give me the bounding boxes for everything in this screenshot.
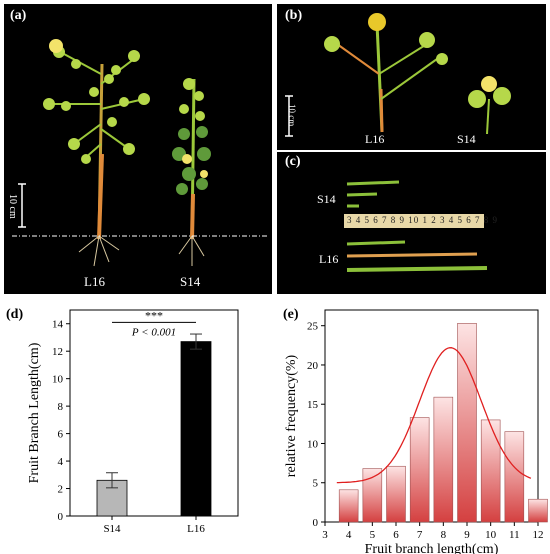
panel-label-e: (e): [283, 307, 299, 322]
y-tick-label-d: 4: [58, 456, 64, 468]
bar-l16: [180, 341, 212, 517]
x-tick-label-e: 3: [322, 529, 328, 541]
x-tick-label-e: 5: [370, 529, 376, 541]
photo-panel-a: (a): [4, 4, 272, 294]
x-axis-label-e: Fruit branch length(cm): [365, 542, 499, 554]
branches-illustration-c: [344, 180, 488, 272]
y-tick-label-d: 10: [52, 374, 64, 386]
x-tick-label-e: 10: [485, 529, 497, 541]
x-tick-label-e: 11: [509, 529, 520, 541]
group-label-s14-c: S14: [317, 192, 336, 206]
histogram-bar: [362, 468, 383, 523]
histogram-bar: [480, 419, 501, 523]
group-label-l16-c: L16: [319, 252, 339, 266]
ruler-digits: 3 4 5 6 7 8 9 10 1 2 3 4 5 6 7 8 9: [347, 215, 498, 225]
histogram-bar: [457, 323, 477, 523]
y-tick-label-d: 6: [58, 429, 64, 441]
plants-illustration-a: [12, 39, 268, 267]
scale-label-b: 10 cm: [287, 104, 297, 127]
x-tick-label-e: 12: [533, 529, 544, 541]
x-tick-label-e: 6: [393, 529, 399, 541]
y-tick-label-d: 2: [58, 484, 64, 496]
y-tick-label-e: 5: [313, 478, 319, 490]
p-value-label: P < 0.001: [131, 326, 176, 338]
panel-label-a: (a): [10, 8, 27, 23]
plant-label-s14-a: S14: [180, 274, 201, 289]
y-tick-label-e: 10: [307, 438, 319, 450]
photo-panel-b: (b) 10 cm L16 S14: [277, 4, 546, 150]
plant-label-l16-b: L16: [365, 132, 385, 146]
plot-frame-d: [69, 309, 239, 517]
panel-label-b: (b): [285, 8, 303, 23]
x-tick-label-e: 7: [417, 529, 423, 541]
histogram-bar: [504, 431, 525, 523]
y-tick-label-e: 25: [307, 321, 319, 333]
branches-illustration-b: [285, 13, 511, 137]
plant-label-s14-b: S14: [457, 132, 476, 146]
panel-label-d: (d): [6, 307, 23, 322]
x-tick-label-e: 4: [346, 529, 352, 541]
y-axis-label-e: relative frequency(%): [284, 354, 299, 477]
x-tick-label-l16: L16: [187, 523, 205, 535]
histogram-bar: [409, 417, 430, 523]
y-tick-label-d: 14: [52, 319, 64, 331]
plant-label-l16-a: L16: [84, 274, 105, 289]
x-tick-label-e: 9: [464, 529, 470, 541]
panel-label-c: (c): [285, 154, 301, 169]
y-tick-label-d: 8: [58, 401, 64, 413]
y-tick-label-e: 0: [313, 517, 319, 529]
y-axis-label-d: Fruit Branch Length(cm): [27, 342, 42, 483]
x-tick-label-s14: S14: [103, 523, 121, 535]
fit-curve: [336, 347, 532, 484]
histogram-bar: [528, 498, 548, 523]
y-tick-label-e: 20: [307, 360, 319, 372]
histogram-bar: [433, 396, 454, 523]
y-tick-label-d: 12: [52, 346, 63, 358]
plot-frame-e: [324, 309, 539, 523]
histogram-bar: [338, 489, 359, 523]
histogram-bar: [386, 465, 406, 523]
significance-stars: ***: [145, 308, 163, 322]
y-tick-label-d: 0: [58, 511, 64, 523]
x-tick-label-e: 8: [441, 529, 447, 541]
bar-chart-d: (d) 0 2 4 6 8 10 12 14 S14 L16 *** P < 0.001 Fruit B…: [6, 307, 239, 535]
histogram-chart-e: (e) 0 5 10 15 20 25 3 4 5 6 7 8 9 10 11 12 Fruit branch …: [283, 307, 548, 554]
photo-panel-c: (c) S14 L16 3 4 5 6 7 8 9 10 1 2 3 4 5 6…: [277, 152, 546, 294]
scale-label-a: 10 cm: [7, 194, 18, 219]
y-tick-label-e: 15: [307, 399, 319, 411]
